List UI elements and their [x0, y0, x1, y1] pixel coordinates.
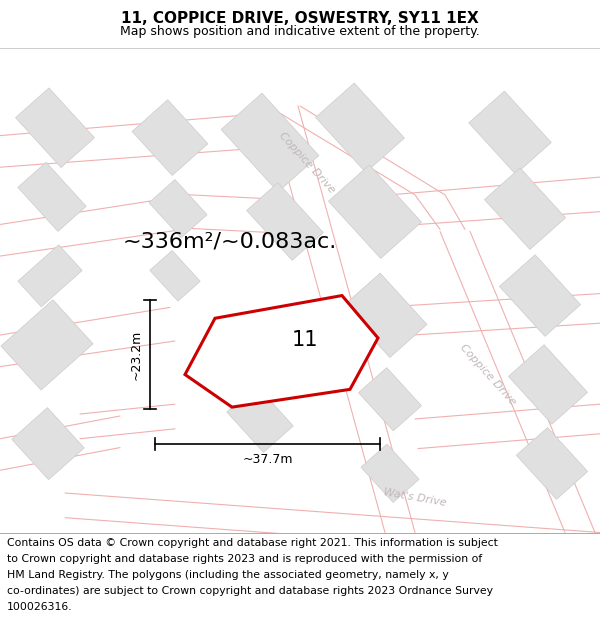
Text: 11, COPPICE DRIVE, OSWESTRY, SY11 1EX: 11, COPPICE DRIVE, OSWESTRY, SY11 1EX	[121, 11, 479, 26]
Polygon shape	[12, 408, 84, 479]
Polygon shape	[508, 345, 587, 424]
Polygon shape	[18, 245, 82, 307]
Polygon shape	[247, 182, 323, 261]
Polygon shape	[221, 93, 319, 192]
Text: ~23.2m: ~23.2m	[130, 329, 143, 380]
Polygon shape	[16, 88, 94, 168]
Polygon shape	[484, 168, 566, 249]
Polygon shape	[469, 91, 551, 174]
Polygon shape	[18, 162, 86, 231]
Polygon shape	[517, 428, 587, 499]
Text: Coppice Drive: Coppice Drive	[458, 342, 518, 407]
Text: 11: 11	[292, 330, 318, 350]
Text: ~37.7m: ~37.7m	[242, 453, 293, 466]
Text: Wat's Drive: Wat's Drive	[383, 488, 447, 508]
Text: Coppice Drive: Coppice Drive	[277, 130, 337, 195]
Polygon shape	[358, 368, 422, 431]
Text: to Crown copyright and database rights 2023 and is reproduced with the permissio: to Crown copyright and database rights 2…	[7, 554, 482, 564]
Polygon shape	[150, 251, 200, 301]
Text: Contains OS data © Crown copyright and database right 2021. This information is : Contains OS data © Crown copyright and d…	[7, 538, 498, 548]
Text: 100026316.: 100026316.	[7, 602, 73, 612]
Polygon shape	[316, 83, 404, 172]
Text: Map shows position and indicative extent of the property.: Map shows position and indicative extent…	[120, 25, 480, 38]
Text: HM Land Registry. The polygons (including the associated geometry, namely x, y: HM Land Registry. The polygons (includin…	[7, 570, 449, 580]
Polygon shape	[227, 386, 293, 452]
Polygon shape	[328, 165, 422, 258]
Text: ~336m²/~0.083ac.: ~336m²/~0.083ac.	[123, 231, 337, 251]
Polygon shape	[149, 179, 207, 238]
Polygon shape	[1, 300, 93, 390]
Polygon shape	[343, 273, 427, 358]
Text: co-ordinates) are subject to Crown copyright and database rights 2023 Ordnance S: co-ordinates) are subject to Crown copyr…	[7, 586, 493, 596]
Polygon shape	[499, 255, 581, 336]
Polygon shape	[132, 100, 208, 176]
Polygon shape	[185, 296, 378, 407]
Polygon shape	[361, 444, 419, 503]
